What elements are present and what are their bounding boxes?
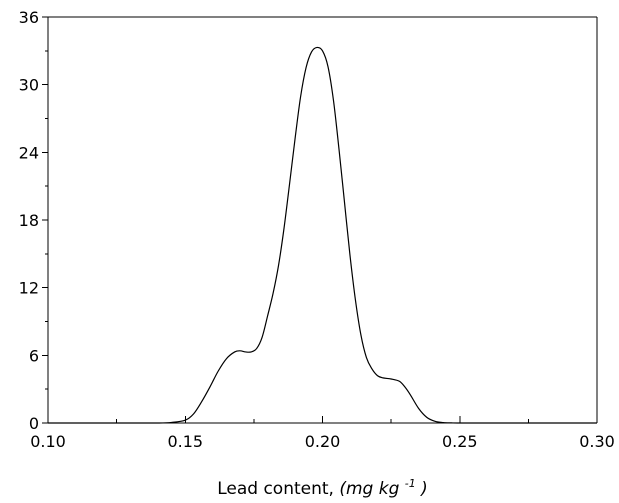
y-tick-label: 24	[19, 143, 39, 162]
x-tick-label: 0.25	[442, 432, 478, 451]
x-axis-label-unit: (mg kg	[339, 479, 399, 499]
y-tick-label: 36	[19, 8, 39, 27]
x-tick-label: 0.10	[30, 432, 66, 451]
x-tick-label: 0.15	[167, 432, 203, 451]
y-tick-label: 12	[19, 279, 39, 298]
x-axis-label-unit-superscript: -1	[405, 477, 416, 490]
x-axis-label-main: Lead content,	[217, 479, 339, 499]
x-axis-label: Lead content, (mg kg -1 )	[217, 472, 428, 499]
tick-labels: 0.10 0.15 0.20 0.25 0.30 0 6 12 18 24 30 36	[19, 8, 615, 451]
y-tick-label: 18	[19, 211, 39, 230]
y-tick-label: 30	[19, 76, 39, 95]
density-curve	[48, 46, 597, 424]
series	[48, 46, 597, 424]
axes	[47, 16, 598, 424]
ticks	[42, 16, 598, 424]
y-tick-label: 6	[29, 346, 39, 365]
x-tick-label: 0.20	[305, 432, 341, 451]
x-tick-label: 0.30	[579, 432, 615, 451]
x-axis-label-unit-suffix: )	[419, 479, 428, 499]
y-tick-label: 0	[29, 414, 39, 433]
